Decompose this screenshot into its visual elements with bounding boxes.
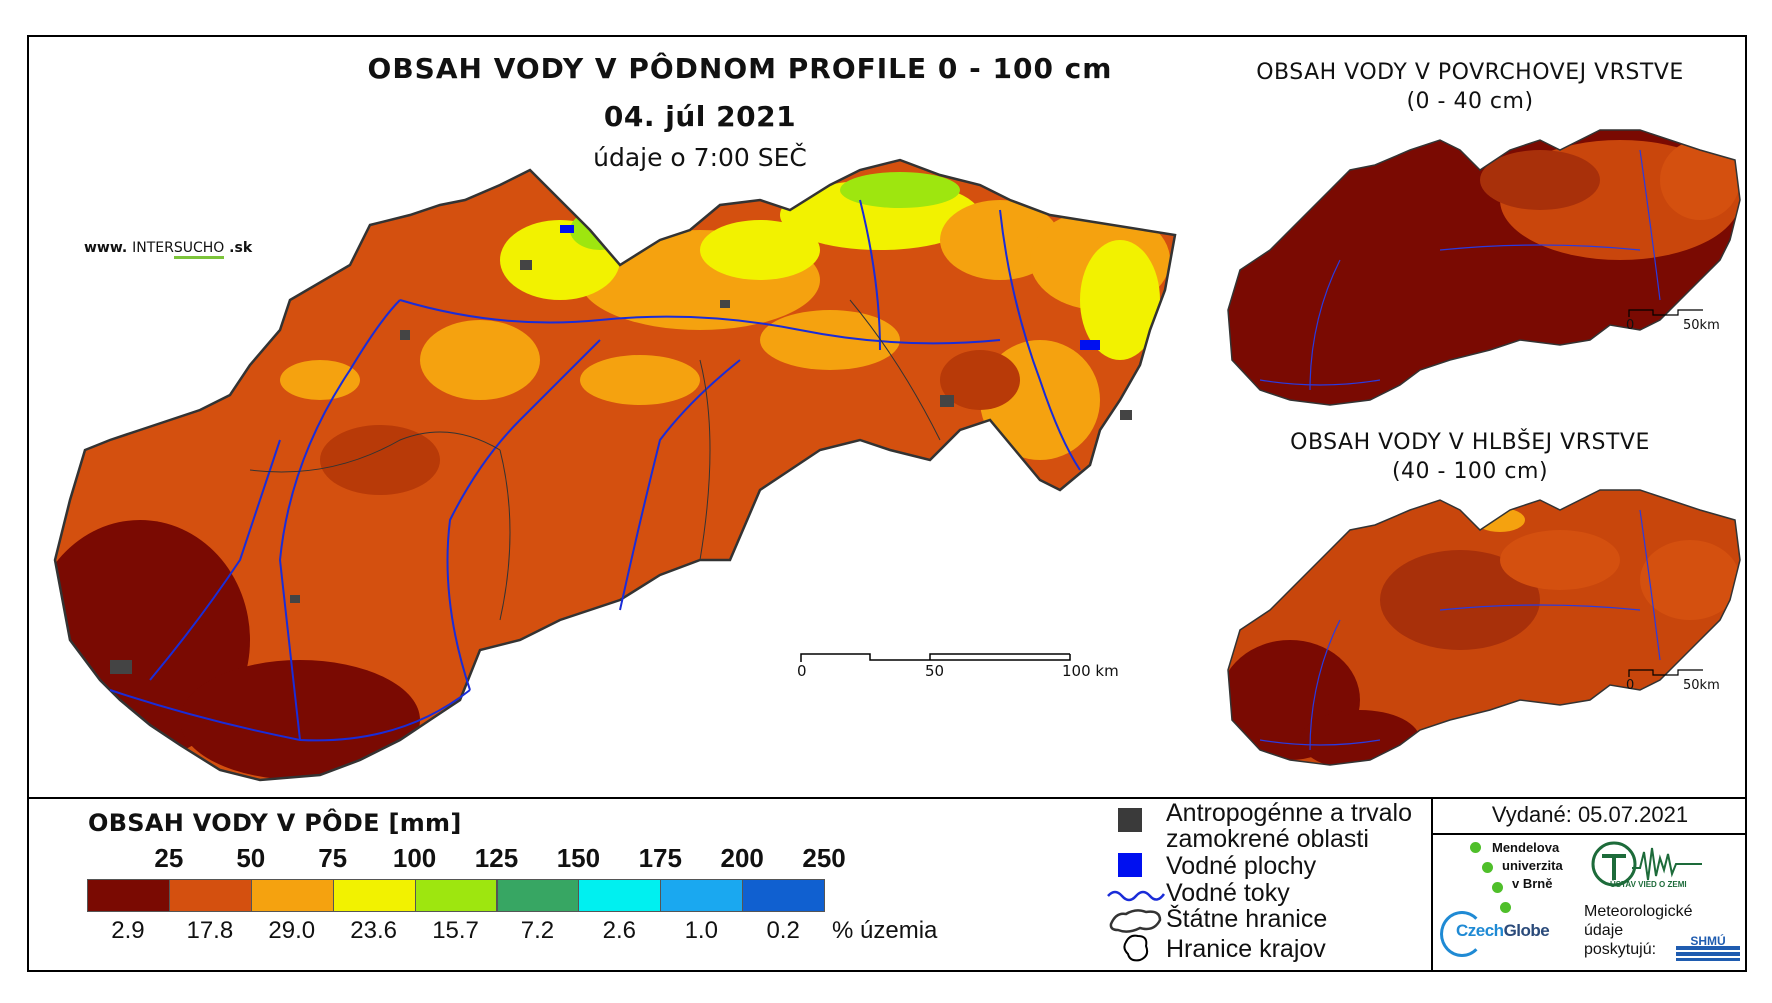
logo-divider [1431, 797, 1433, 972]
legend-swatch [250, 879, 334, 912]
inset-top-title: OBSAH VODY V POVRCHOVEJ VRSTVE [1256, 60, 1684, 85]
shmu-logo: SHMÚ [1676, 934, 1740, 962]
main-scale-label-50: 50 [925, 662, 945, 680]
legend-swatch [742, 879, 826, 912]
legend-swatch [414, 879, 498, 912]
region-border-icon [1123, 934, 1149, 962]
main-scale-label-100: 100 km [1062, 662, 1119, 680]
legend-threshold-label: 250 [802, 843, 846, 873]
legend-threshold-label: 125 [474, 843, 519, 873]
czechglobe-logo: CzechGlobe [1440, 905, 1570, 961]
legend-percent-label: 2.9 [111, 917, 145, 944]
legend-percent-label: 0.2 [766, 917, 800, 944]
main-scale-label-0: 0 [797, 662, 807, 680]
website-link[interactable]: www. INTERSUCHO .sk [84, 240, 252, 259]
mendel-line3: v Brně [1512, 876, 1553, 891]
legend-percent-label: 15.7 [432, 917, 479, 944]
legend-divider [27, 797, 1747, 799]
meteo-line2: údaje [1584, 922, 1624, 939]
legend-swatch [87, 879, 170, 912]
shmu-text: SHMÚ [1690, 934, 1726, 948]
state-border-icon [1109, 909, 1162, 933]
map-date: 04. júl 2021 [603, 100, 797, 133]
legend-water-areas: Vodné plochy [1166, 852, 1317, 880]
inset-bottom-title: OBSAH VODY V HLBŠEJ VRSTVE [1290, 430, 1650, 455]
inset-top-scale-bar [1628, 309, 1703, 317]
ustav-name: ÚSTAV VIED O ZEMI [1610, 880, 1687, 889]
legend-threshold-label: 75 [318, 843, 348, 873]
mendel-line1: Mendelova [1492, 840, 1560, 855]
legend-percent-label: 2.6 [602, 917, 637, 944]
czechglobe-czech: Czech [1456, 921, 1504, 940]
legend-percent-unit: % územia [832, 917, 938, 944]
legend-title: OBSAH VODY V PÔDE [mm] [88, 809, 462, 837]
legend-swatch [496, 879, 580, 912]
legend-color-bar [87, 879, 826, 912]
legend-threshold-label: 25 [154, 843, 184, 873]
legend-threshold-label: 175 [638, 843, 682, 873]
issued-date: Vydané: 05.07.2021 [1491, 802, 1689, 827]
legend-swatch [332, 879, 416, 912]
inset-bottom-scale-50: 50km [1683, 678, 1720, 693]
data-time: údaje o 7:00 SEČ [593, 143, 807, 172]
meteo-provided-text: Meteorologické údaje poskytujú: [1584, 902, 1693, 959]
legend-anthropogenic-line1: Antropogénne a trvalo [1166, 799, 1413, 827]
ustav-vied-o-zemi-logo: ÚSTAV VIED O ZEMI [1591, 840, 1704, 892]
main-map [53, 158, 1177, 782]
legend-percent-label: 7.2 [520, 917, 555, 944]
legend-swatch [578, 879, 662, 912]
legend-threshold-label: 50 [236, 843, 266, 873]
inset-bottom-map [1227, 489, 1741, 766]
czechglobe-globe: Globe [1503, 921, 1550, 940]
main-title: OBSAH VODY V PÔDNOM PROFILE 0 - 100 cm [367, 52, 1113, 85]
legend-region-borders: Hranice krajov [1166, 935, 1326, 963]
meteo-line3: poskytujú: [1584, 941, 1657, 958]
inset-top-scale-50: 50km [1683, 318, 1720, 333]
meteo-line1: Meteorologické [1584, 903, 1693, 920]
inset-bottom-scale-0: 0 [1626, 678, 1635, 693]
inset-bottom-subtitle: (40 - 100 cm) [1391, 459, 1549, 484]
anthropogenic-swatch [1118, 808, 1142, 832]
mendel-university-logo: Mendelova univerzita v Brně [1470, 840, 1580, 913]
legend-state-borders: Štátne hranice [1166, 905, 1328, 933]
legend-swatch [168, 879, 252, 912]
water-stream-icon [1107, 890, 1166, 902]
water-area-swatch [1118, 853, 1142, 877]
legend-percent-label: 17.8 [186, 917, 234, 944]
legend-percent-label: 23.6 [350, 917, 397, 944]
inset-top-map [1227, 129, 1741, 406]
inset-bottom-scale-bar [1628, 669, 1703, 677]
mendel-line2: univerzita [1502, 858, 1563, 873]
legend-water-streams: Vodné toky [1166, 879, 1290, 907]
legend-percent-label: 29.0 [268, 917, 316, 944]
issued-divider [1431, 833, 1747, 835]
legend-threshold-label: 100 [392, 843, 437, 873]
legend-anthropogenic-line2: zamokrené oblasti [1166, 825, 1369, 853]
legend-swatch [660, 879, 744, 912]
legend-threshold-label: 150 [556, 843, 601, 873]
legend-percent-label: 1.0 [684, 917, 718, 944]
inset-top-scale-0: 0 [1626, 318, 1635, 333]
inset-top-subtitle: (0 - 40 cm) [1406, 89, 1534, 114]
legend-threshold-label: 200 [720, 843, 764, 873]
main-scale-bar [800, 653, 1071, 662]
